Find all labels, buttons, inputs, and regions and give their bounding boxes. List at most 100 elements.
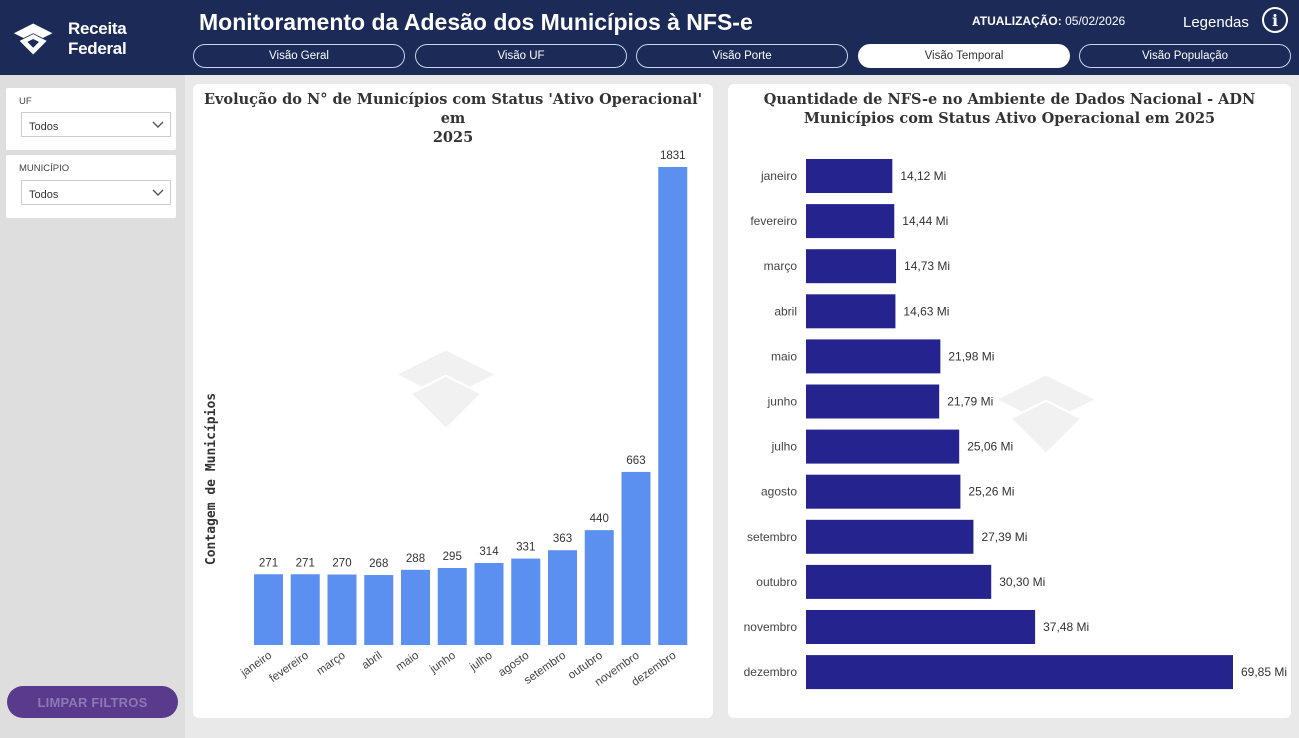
x-tick-label: abril	[360, 650, 385, 672]
hbar-value-label: 30,30 Mi	[999, 575, 1045, 589]
uf-dropdown[interactable]: Todos	[21, 112, 171, 137]
hbar-value-label: 21,98 Mi	[948, 349, 994, 363]
hbar-value-label: 14,73 Mi	[904, 259, 950, 273]
bar-value-label: 363	[553, 533, 572, 545]
y-tick-label: outubro	[756, 575, 797, 589]
bar-março[interactable]	[327, 574, 357, 645]
hbar-setembro[interactable]	[806, 519, 974, 554]
municipio-dropdown[interactable]: Todos	[21, 180, 171, 205]
hbar-janeiro[interactable]	[806, 159, 893, 193]
watermark-logo-icon	[997, 375, 1095, 453]
hbar-junho[interactable]	[806, 384, 940, 419]
tab-visao-porte[interactable]: Visão Porte	[636, 44, 848, 68]
hbar-value-label: 25,26 Mi	[968, 485, 1014, 499]
hbar-abril[interactable]	[806, 294, 896, 329]
municipio-label: MUNICÍPIO	[19, 163, 70, 174]
uf-label: UF	[19, 96, 32, 107]
y-tick-label: janeiro	[760, 169, 797, 183]
bar-junho[interactable]	[437, 567, 467, 645]
hbar-value-label: 25,06 Mi	[967, 440, 1013, 454]
chart1-title: Evolução do N° de Municípios com Status …	[193, 90, 713, 147]
x-tick-label: maio	[394, 650, 421, 674]
hbar-value-label: 21,79 Mi	[947, 395, 993, 409]
hbar-value-label: 14,12 Mi	[900, 169, 946, 183]
municipios-chart-card: Evolução do N° de Municípios com Status …	[193, 84, 713, 718]
bar-outubro[interactable]	[584, 530, 614, 645]
clear-filters-button[interactable]: LIMPAR FILTROS	[7, 686, 178, 718]
x-tick-label: setembro	[522, 650, 568, 687]
hbar-maio[interactable]	[806, 339, 941, 374]
municipio-value: Todos	[29, 189, 59, 201]
bar-maio[interactable]	[401, 569, 430, 645]
nfse-horizontal-bar-chart: janeiro 14,12 Mi fevereiro 14,44 Mi março 14,…	[744, 159, 1287, 690]
municipios-bar-chart: Contagem de Municípios 271janeiro271feve…	[204, 150, 688, 689]
bar-dezembro[interactable]	[658, 167, 688, 645]
hbar-fevereiro[interactable]	[806, 204, 895, 239]
hbar-value-label: 27,39 Mi	[981, 530, 1027, 544]
bar-fevereiro[interactable]	[290, 574, 320, 645]
bar-value-label: 663	[626, 455, 645, 467]
legend-link[interactable]: Legendas	[1183, 14, 1249, 31]
y-tick-label: setembro	[747, 530, 797, 544]
watermark-logo-icon	[397, 350, 495, 428]
y-tick-label: março	[764, 259, 798, 273]
hbar-março[interactable]	[806, 249, 897, 284]
hbar-value-label: 14,44 Mi	[902, 214, 948, 228]
tab-visao-uf[interactable]: Visão UF	[415, 44, 627, 68]
receita-federal-logo: Receita Federal	[10, 18, 185, 60]
x-tick-label: fevereiro	[267, 650, 311, 685]
bar-novembro[interactable]	[621, 471, 651, 645]
page-title: Monitoramento da Adesão dos Municípios à…	[199, 9, 753, 35]
municipio-slicer: MUNICÍPIO Todos	[6, 155, 176, 218]
tab-visao-geral[interactable]: Visão Geral	[193, 44, 405, 68]
info-icon[interactable]: i	[1262, 7, 1288, 33]
receita-logo-icon	[13, 23, 53, 55]
uf-value: Todos	[29, 121, 59, 133]
hbar-novembro[interactable]	[806, 610, 1036, 644]
chart2-title-line1: Quantidade de NFS-e no Ambiente de Dados…	[763, 91, 1256, 108]
hbar-value-label: 14,63 Mi	[903, 304, 949, 318]
bar-agosto[interactable]	[511, 558, 541, 645]
bar-julho[interactable]	[474, 563, 504, 645]
y-tick-label: julho	[771, 440, 798, 454]
bar-value-label: 288	[406, 553, 425, 565]
hbar-outubro[interactable]	[806, 564, 992, 599]
bar-value-label: 271	[296, 557, 315, 569]
hbar-agosto[interactable]	[806, 474, 961, 509]
bar-setembro[interactable]	[548, 550, 577, 645]
hbar-dezembro[interactable]	[806, 655, 1233, 690]
bar-value-label: 268	[369, 558, 388, 570]
header-bar: Receita Federal Monitoramento da Adesão …	[0, 0, 1299, 75]
update-label: ATUALIZAÇÃO:	[972, 14, 1062, 28]
chart2-title-line2: Municípios com Status Ativo Operacional …	[803, 110, 1216, 127]
hbar-julho[interactable]	[806, 429, 960, 464]
y-tick-label: maio	[771, 349, 797, 363]
bar-value-label: 440	[590, 513, 609, 525]
bar-janeiro[interactable]	[254, 574, 283, 645]
tab-visao-populacao[interactable]: Visão População	[1079, 44, 1291, 68]
nfse-chart-card: Quantidade de NFS-e no Ambiente de Dados…	[728, 84, 1291, 718]
x-tick-label: março	[315, 650, 348, 678]
hbar-value-label: 37,48 Mi	[1043, 620, 1089, 634]
bar-value-label: 331	[516, 542, 535, 554]
bar-value-label: 270	[332, 558, 351, 570]
y-tick-label: fevereiro	[750, 214, 797, 228]
bar-value-label: 314	[479, 546, 499, 558]
y-tick-label: agosto	[761, 485, 797, 499]
hbar-value-label: 69,85 Mi	[1241, 665, 1287, 679]
y-tick-label: abril	[774, 304, 797, 318]
chart1-ylabel: Contagem de Municípios	[204, 393, 219, 565]
logo-text: Receita Federal	[68, 19, 127, 58]
y-tick-label: junho	[767, 395, 798, 409]
bar-value-label: 295	[443, 551, 462, 563]
bar-value-label: 1831	[660, 150, 686, 162]
tab-visao-temporal[interactable]: Visão Temporal	[858, 44, 1070, 68]
bar-abril[interactable]	[364, 575, 394, 645]
chart2-title: Quantidade de NFS-e no Ambiente de Dados…	[728, 90, 1291, 128]
y-tick-label: dezembro	[744, 665, 798, 679]
update-info: ATUALIZAÇÃO: 05/02/2026	[972, 14, 1125, 28]
chevron-down-icon	[152, 121, 164, 128]
chart1-title-line2: 2025	[432, 129, 474, 146]
chart1-title-line1: Evolução do N° de Municípios com Status …	[203, 91, 703, 127]
x-tick-label: junho	[427, 650, 458, 677]
